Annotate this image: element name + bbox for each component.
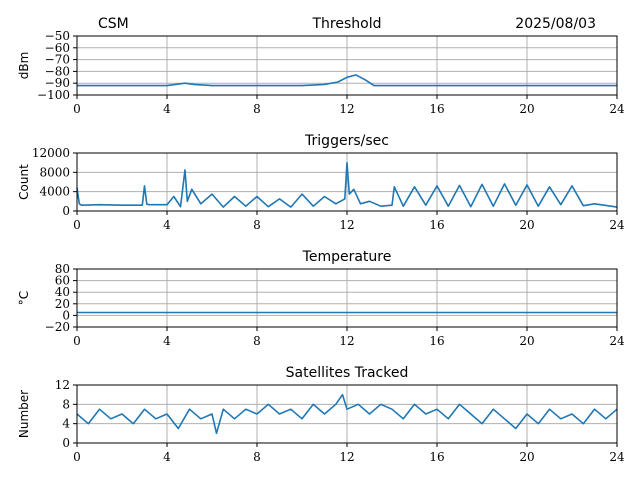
y-tick-label: 0 (62, 204, 70, 218)
chart-panel: 0 4 8 12 16 20 24 −100−90−80−70−60−50 Threshold d… (17, 16, 625, 116)
x-tick-label: 12 (339, 450, 354, 464)
x-tick-label: 8 (253, 218, 261, 232)
x-tick-label: 4 (163, 334, 171, 348)
series-line (76, 161, 618, 208)
y-tick-label: 80 (55, 262, 70, 276)
x-tick-label: 4 (163, 218, 171, 232)
y-tick-label: −100 (37, 88, 70, 102)
y-tick-label: 12 (55, 378, 70, 392)
y-tick-label: −60 (45, 41, 70, 55)
x-tick-label: 0 (73, 450, 81, 464)
chart-title: Satellites Tracked (286, 365, 409, 381)
y-tick-label: 4000 (39, 185, 70, 199)
station-label: CSM (98, 16, 129, 32)
y-tick-label: −20 (45, 320, 70, 334)
y-axis-label: Count (17, 164, 31, 200)
x-tick-label: 16 (429, 334, 444, 348)
y-tick-label: −80 (45, 64, 70, 78)
x-tick-label: 8 (253, 102, 261, 116)
series-line (77, 74, 617, 87)
y-tick-label: 60 (55, 274, 70, 288)
x-tick-label: 8 (253, 450, 261, 464)
chart-title: Threshold (312, 16, 382, 32)
y-tick-label: −70 (45, 53, 70, 67)
x-tick-label: 16 (429, 102, 444, 116)
x-tick-label: 4 (163, 102, 171, 116)
x-tick-label: 12 (339, 218, 354, 232)
y-axis-label: °C (17, 291, 31, 305)
y-tick-label: 20 (55, 297, 70, 311)
x-tick-label: 24 (609, 102, 625, 116)
x-tick-label: 16 (429, 218, 444, 232)
x-tick-label: 24 (609, 218, 625, 232)
x-tick-label: 20 (519, 450, 534, 464)
y-tick-label: −90 (45, 76, 70, 90)
x-tick-label: 8 (253, 334, 261, 348)
y-tick-label: 8000 (39, 165, 70, 179)
x-tick-label: 0 (73, 218, 81, 232)
x-tick-label: 20 (519, 218, 534, 232)
chart-title: Temperature (302, 249, 392, 265)
x-tick-label: 12 (339, 102, 354, 116)
y-tick-label: 40 (55, 285, 70, 299)
charts: 0 4 8 12 16 20 24 −100−90−80−70−60−50 Threshold d… (17, 16, 625, 464)
series-line (76, 393, 618, 435)
y-tick-label: −50 (45, 29, 70, 43)
chart-panel: 0 4 8 12 16 20 24 0 4000 8000 12000 Triggers/sec Cou… (17, 133, 625, 232)
x-tick-label: 0 (73, 102, 81, 116)
y-axis-label: Number (17, 390, 31, 438)
y-tick-label: 0 (62, 436, 70, 450)
x-tick-label: 24 (609, 450, 625, 464)
date-label: 2025/08/03 (515, 16, 596, 32)
x-tick-label: 0 (73, 334, 81, 348)
chart-panel: 0 4 8 12 16 20 24 0 4 8 12 Satellites Tracked Number (17, 365, 625, 464)
chart-title: Triggers/sec (304, 133, 389, 149)
y-axis-label: dBm (17, 52, 31, 80)
x-tick-label: 20 (519, 102, 534, 116)
y-tick-label: 0 (62, 308, 70, 322)
y-tick-label: 8 (62, 397, 70, 411)
x-tick-label: 20 (519, 334, 534, 348)
y-tick-label: 4 (62, 417, 70, 431)
x-tick-label: 24 (609, 334, 625, 348)
x-tick-label: 4 (163, 450, 171, 464)
x-tick-label: 12 (339, 334, 354, 348)
x-tick-label: 16 (429, 450, 444, 464)
y-tick-label: 12000 (32, 146, 70, 160)
